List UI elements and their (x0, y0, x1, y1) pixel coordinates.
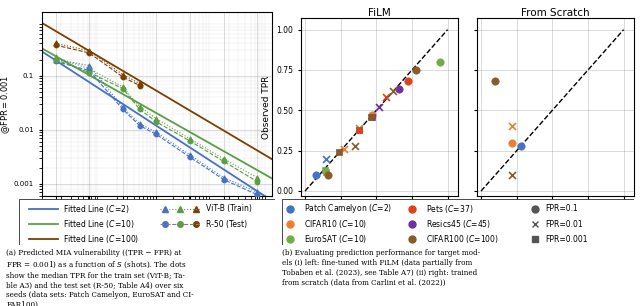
Point (185, 153, 195, 158)
Point (354, 126, 364, 131)
Point (516, 144, 526, 148)
Point (374, 105, 384, 110)
Point (490, 79, 500, 84)
Point (151, 116, 161, 121)
Point (151, 119, 161, 124)
Point (118, 72, 128, 77)
X-axis label: Predicted TPR: Predicted TPR (524, 218, 586, 227)
Point (508, 124, 518, 129)
Point (219, 159, 229, 164)
Text: Patch Camelyon ($C$=2): Patch Camelyon ($C$=2) (305, 203, 393, 215)
Point (435, 59, 445, 64)
Point (321, 156, 332, 161)
Point (339, 147, 349, 151)
Point (84, 48, 94, 53)
Point (151, 132, 161, 137)
Point (51, 57, 61, 62)
Point (84, 63, 94, 68)
Point (84, 50, 94, 55)
Point (118, 105, 128, 110)
Text: Pets ($C$=37): Pets ($C$=37) (426, 203, 474, 215)
Point (365, 114, 376, 119)
Point (219, 156, 229, 161)
Text: Fitted Line ($C$=2): Fitted Line ($C$=2) (63, 203, 129, 215)
Point (134, 121, 145, 126)
Point (334, 150, 344, 155)
Point (134, 107, 145, 112)
Point (219, 175, 229, 180)
Text: CIFAR10 ($C$=10): CIFAR10 ($C$=10) (305, 218, 368, 230)
Point (508, 172, 518, 177)
Point (320, 168, 330, 173)
Text: FPR=0.001: FPR=0.001 (545, 235, 588, 244)
Point (354, 127, 364, 132)
Point (367, 114, 377, 119)
X-axis label: Predicted TPR: Predicted TPR (348, 218, 410, 227)
Text: EuroSAT ($C$=10): EuroSAT ($C$=10) (305, 233, 368, 245)
Text: FPR=0.1: FPR=0.1 (545, 204, 579, 214)
Title: From Scratch: From Scratch (521, 8, 589, 17)
Point (403, 79, 413, 84)
Point (381, 95, 392, 100)
Text: (a) Predicted MIA vulnerability ((TPR − FPR) at
FPR = 0.001) as a function of $S: (a) Predicted MIA vulnerability ((TPR − … (6, 249, 194, 306)
Point (185, 136, 195, 141)
Point (508, 140, 518, 145)
Point (321, 169, 332, 174)
Point (151, 130, 161, 135)
Point (118, 75, 128, 80)
Point (134, 83, 145, 88)
Point (411, 68, 421, 73)
Point (118, 107, 128, 112)
Y-axis label: (TPR$-$FPR)
@FPR$=0.001$: (TPR$-$FPR) @FPR$=0.001$ (0, 74, 12, 134)
Point (134, 104, 145, 109)
Point (252, 192, 262, 197)
Y-axis label: Observed TPR: Observed TPR (262, 75, 271, 139)
Point (118, 86, 128, 91)
Point (51, 59, 61, 64)
Point (311, 172, 321, 177)
Text: Resics45 ($C$=45): Resics45 ($C$=45) (426, 218, 491, 230)
Point (84, 66, 94, 71)
Point (185, 155, 195, 160)
Text: CIFAR100 ($C$=100): CIFAR100 ($C$=100) (426, 233, 499, 245)
Text: (b) Evaluating prediction performance for target mod-
els (i) left: fine-tuned w: (b) Evaluating prediction performance fo… (282, 249, 480, 287)
Point (388, 88, 399, 93)
Title: FiLM: FiLM (368, 8, 390, 17)
Point (118, 84, 128, 89)
Point (84, 70, 94, 75)
Text: FPR=0.01: FPR=0.01 (545, 220, 583, 229)
Point (51, 55, 61, 60)
Point (323, 172, 333, 177)
Point (134, 123, 145, 128)
Point (252, 175, 262, 180)
Point (51, 57, 61, 62)
Text: Fitted Line ($C$=10): Fitted Line ($C$=10) (63, 218, 134, 230)
Point (367, 113, 377, 118)
Point (252, 179, 262, 184)
Point (219, 177, 229, 182)
Text: Fitted Line ($C$=100): Fitted Line ($C$=100) (63, 233, 139, 245)
Point (354, 127, 364, 132)
Text: ViT-B (Train): ViT-B (Train) (206, 204, 252, 214)
Point (394, 87, 404, 92)
Point (84, 68, 94, 73)
Point (252, 190, 262, 195)
Text: R-50 (Test): R-50 (Test) (206, 220, 247, 229)
X-axis label: $S$ (shots): $S$ (shots) (135, 215, 179, 228)
Point (51, 43, 61, 47)
Point (134, 81, 145, 86)
Point (350, 144, 360, 148)
Point (185, 139, 195, 144)
Point (51, 41, 61, 46)
